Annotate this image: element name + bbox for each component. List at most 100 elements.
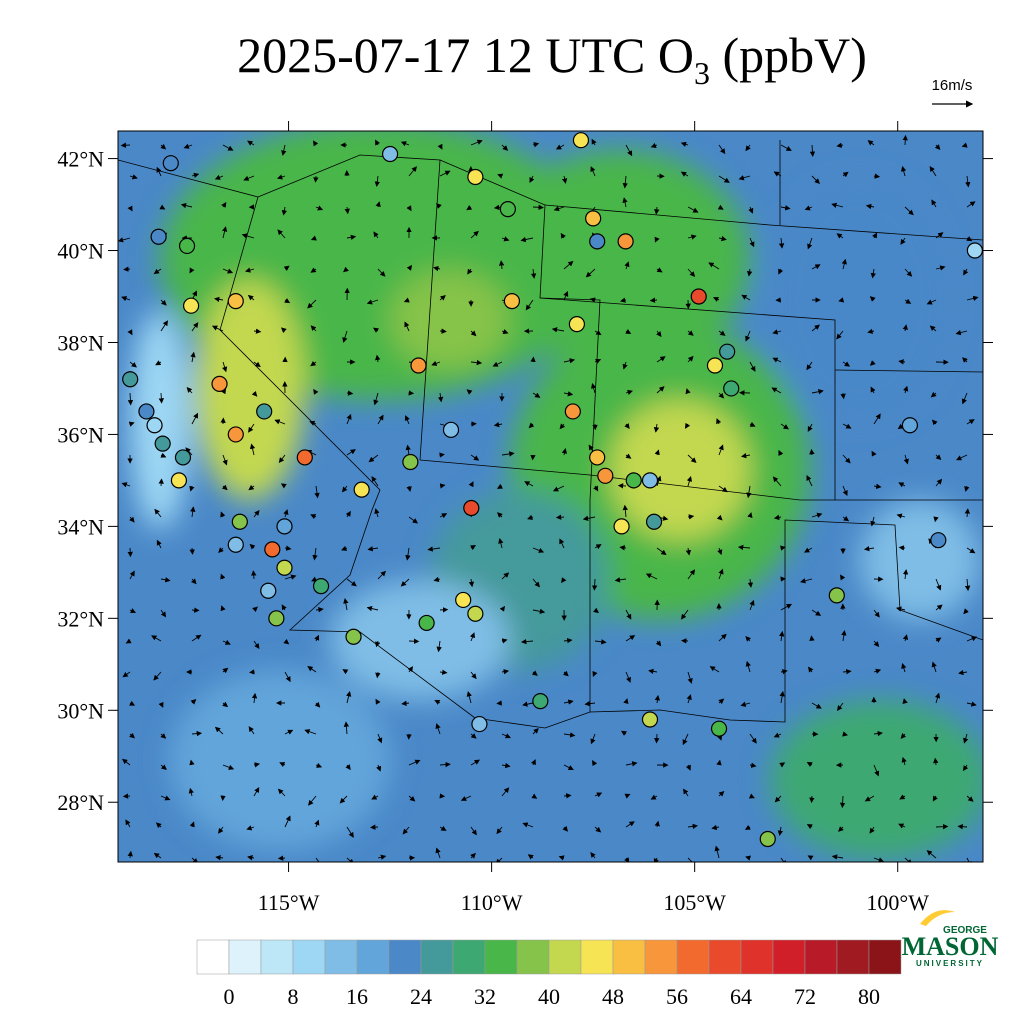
wind-arrow: [433, 265, 441, 272]
wind-arrow: [935, 637, 942, 643]
wind-arrow: [407, 666, 413, 673]
wind-arrow: [343, 266, 349, 273]
wind-arrow: [190, 506, 196, 518]
wind-arrow: [129, 608, 137, 613]
wind-arrow: [127, 329, 133, 336]
wind-arrow: [966, 636, 978, 642]
wind-arrow: [222, 701, 229, 708]
wind-arrow: [214, 726, 224, 735]
wind-arrow: [780, 144, 792, 151]
wind-arrow: [498, 260, 505, 270]
wind-arrow: [685, 388, 691, 395]
wind-arrow: [559, 538, 565, 549]
wind-arrow: [654, 820, 660, 828]
wind-arrow: [836, 702, 844, 711]
station: [381, 145, 399, 163]
wind-arrow: [120, 142, 131, 148]
wind-arrow: [591, 382, 597, 394]
wind-arrow: [593, 485, 599, 492]
colorbar-box: [324, 939, 358, 975]
wind-arrow: [807, 237, 813, 250]
wind-arrow: [437, 392, 444, 403]
wind-arrow: [749, 599, 755, 611]
station: [256, 403, 273, 420]
wind-arrow: [529, 175, 535, 183]
lat-label: 42°N: [57, 147, 104, 172]
wind-arrow: [129, 516, 135, 523]
wind-arrow: [155, 360, 162, 366]
wind-arrow: [961, 392, 968, 405]
wind-arrow: [248, 726, 255, 735]
wind-arrow: [625, 328, 632, 334]
wind-arrow: [278, 454, 286, 464]
wind-arrow: [527, 854, 534, 860]
wind-arrow: [408, 795, 416, 802]
wind-arrow: [375, 698, 381, 705]
colorbar-box: [804, 939, 838, 975]
wind-arrow: [935, 578, 942, 591]
wind-arrow: [867, 140, 875, 146]
wind-arrow: [341, 545, 348, 551]
wind-arrow: [283, 638, 290, 645]
wind-arrow: [806, 762, 813, 768]
wind-arrow: [779, 630, 785, 642]
wind-arrow: [966, 547, 976, 554]
wind-arrow: [777, 826, 784, 836]
colorbar-box: [708, 939, 742, 975]
wind-arrow: [433, 576, 441, 582]
wind-arrow: [241, 233, 255, 239]
wind-arrow: [718, 568, 724, 580]
wind-arrow: [594, 639, 607, 645]
wind-arrow: [470, 454, 480, 461]
wind-arrow: [373, 327, 379, 333]
station: [723, 380, 740, 397]
wind-arrow: [439, 513, 448, 519]
wind-arrow: [935, 823, 949, 830]
wind-arrow: [466, 204, 473, 211]
wind-arrow: [656, 356, 666, 363]
wind-arrow: [871, 450, 877, 457]
wind-arrow: [842, 171, 849, 178]
colorbar-label: 40: [538, 984, 560, 1009]
wind-arrow: [896, 513, 906, 519]
wind-arrow: [253, 787, 260, 797]
wind-arrow: [935, 478, 943, 487]
wind-arrow: [717, 204, 724, 210]
colorbar-box: [196, 939, 230, 975]
wind-arrow: [804, 205, 813, 211]
wind-arrow: [865, 203, 875, 210]
wind-arrow: [895, 606, 906, 612]
wind-arrow: [160, 733, 167, 739]
wind-arrow: [838, 297, 845, 303]
wind-arrow: [622, 504, 628, 518]
wind-arrow: [189, 547, 195, 555]
wind-arrow: [592, 760, 598, 767]
wind-arrow: [245, 267, 255, 273]
wind-arrow: [811, 702, 822, 709]
station: [418, 614, 435, 632]
wind-arrow: [624, 793, 631, 799]
wind-arrow: [869, 296, 876, 302]
station: [568, 315, 585, 333]
wind-arrow: [933, 516, 939, 523]
wind-arrow: [625, 821, 635, 828]
wind-arrow: [966, 419, 975, 425]
wind-arrow: [870, 516, 876, 527]
wind-arrow: [498, 538, 504, 549]
wind-arrow: [342, 330, 348, 343]
station: [174, 449, 192, 466]
station: [227, 536, 244, 553]
wind-arrow: [160, 764, 167, 770]
wind-arrow: [470, 330, 477, 337]
station: [690, 288, 707, 305]
wind-arrow: [191, 412, 199, 425]
wind-arrow: [718, 330, 726, 336]
wind-arrow: [619, 545, 627, 551]
wind-arrow: [470, 733, 477, 739]
station: [353, 481, 370, 498]
wind-arrow: [656, 547, 667, 556]
station: [503, 293, 521, 310]
wind-arrow: [214, 174, 224, 180]
colorbar-box: [292, 939, 326, 975]
wind-arrow: [284, 815, 291, 828]
